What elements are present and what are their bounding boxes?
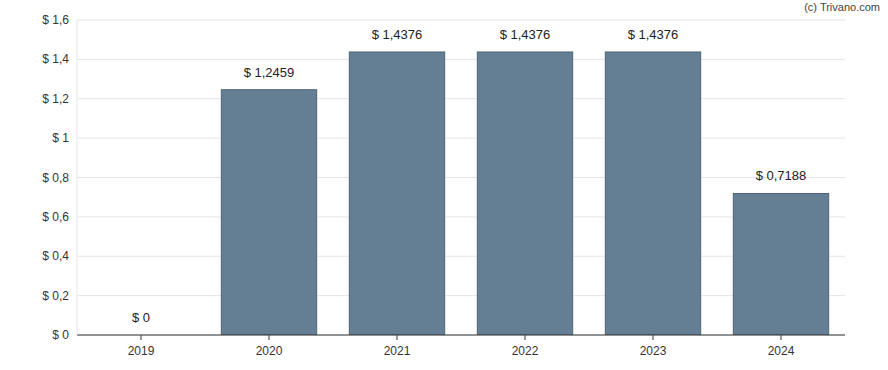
x-axis-line	[77, 335, 845, 336]
bar	[733, 193, 828, 335]
y-tick-label: $ 0,4	[42, 249, 69, 263]
data-label: $ 0,7188	[756, 168, 807, 183]
y-tick-label: $ 0,8	[42, 171, 69, 185]
y-tick-label: $ 1,4	[42, 52, 69, 66]
x-tick-label: 2024	[768, 344, 795, 358]
grid-line	[77, 177, 845, 178]
x-tick	[141, 335, 142, 340]
grid-line	[77, 256, 845, 257]
y-tick-label: $ 0,6	[42, 210, 69, 224]
grid-line	[77, 20, 845, 21]
x-tick-label: 2019	[128, 344, 155, 358]
x-tick	[525, 335, 526, 340]
data-label: $ 1,2459	[244, 65, 295, 80]
chart-svg: $ 0 $ 0,2 $ 0,4 $ 0,6 $ 0,8 $ 1 $ 1,2 $ 1,4 $ 1,…	[0, 0, 888, 370]
x-tick-label: 2022	[512, 344, 539, 358]
x-tick-label: 2021	[384, 344, 411, 358]
y-tick-label: $ 0	[52, 328, 69, 342]
grid-line	[77, 295, 845, 296]
data-label: $ 1,4376	[372, 27, 423, 42]
chart-container: $ 0 $ 0,2 $ 0,4 $ 0,6 $ 0,8 $ 1 $ 1,2 $ 1,4 $ 1,…	[0, 0, 888, 370]
y-tick-label: $ 1	[52, 131, 69, 145]
grid-line	[77, 335, 845, 336]
bar	[221, 90, 316, 335]
grid-line	[77, 59, 845, 60]
y-tick-label: $ 1,6	[42, 13, 69, 27]
bar	[349, 52, 444, 335]
y-tick-label: $ 0,2	[42, 289, 69, 303]
data-label: $ 0	[132, 310, 150, 325]
x-tick-label: 2020	[256, 344, 283, 358]
x-tick	[269, 335, 270, 340]
grid-line	[77, 216, 845, 217]
grid-line	[77, 138, 845, 139]
y-axis-line	[77, 20, 78, 335]
x-tick	[781, 335, 782, 340]
x-tick	[653, 335, 654, 340]
x-tick	[397, 335, 398, 340]
bar	[605, 52, 700, 335]
data-label: $ 1,4376	[500, 27, 551, 42]
copyright: (c) Trivano.com	[804, 1, 880, 13]
y-tick-label: $ 1,2	[42, 92, 69, 106]
bars	[221, 52, 828, 335]
x-tick-label: 2023	[640, 344, 667, 358]
data-label: $ 1,4376	[628, 27, 679, 42]
grid-line	[77, 98, 845, 99]
bar	[477, 52, 572, 335]
